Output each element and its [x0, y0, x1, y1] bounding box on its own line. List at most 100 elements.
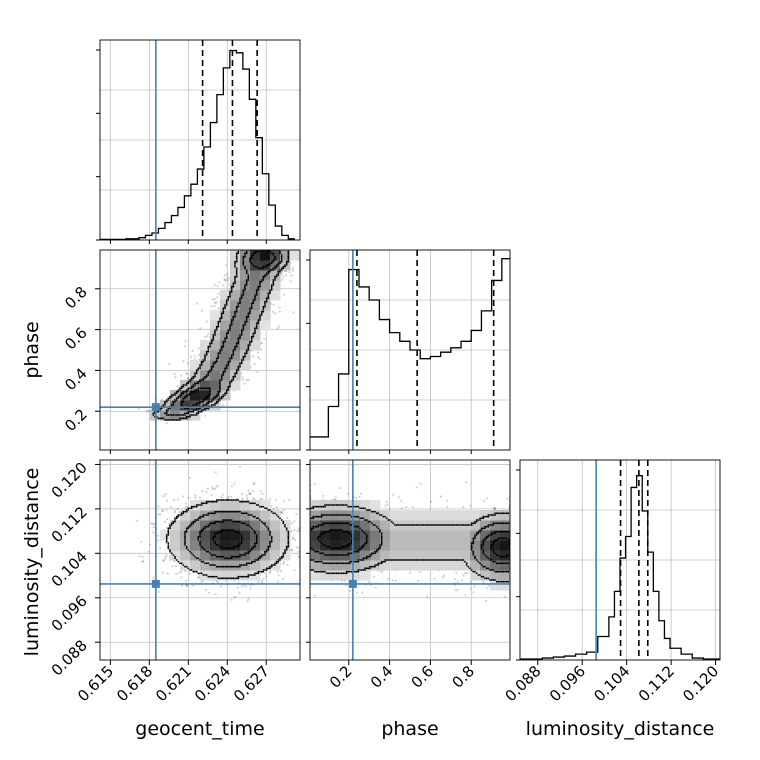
contour-point — [182, 384, 185, 386]
contour-point — [222, 345, 225, 348]
density-cell — [190, 530, 201, 541]
contour-point — [272, 279, 275, 281]
contour-point — [207, 394, 210, 396]
density-cell — [240, 500, 251, 511]
contour-point — [192, 375, 195, 378]
density-cell — [280, 530, 291, 541]
contour-point — [274, 275, 276, 278]
contour-point — [284, 550, 286, 553]
contour-point — [215, 329, 218, 331]
contour-point — [219, 349, 221, 351]
contour-point — [189, 569, 191, 571]
contour-point — [189, 550, 191, 553]
contour-point — [265, 272, 268, 275]
contour-point — [184, 395, 186, 398]
sample-point — [165, 542, 168, 545]
contour-point — [199, 379, 201, 381]
panel-frame — [99, 249, 301, 451]
sample-point — [293, 520, 296, 523]
x-axis-title-geocent-time: geocent_time — [135, 718, 264, 740]
sample-point — [223, 278, 226, 281]
contour-point — [254, 515, 256, 518]
contour-point — [265, 507, 268, 510]
sample-point — [291, 266, 294, 269]
contour-point — [259, 315, 261, 318]
sample-point — [305, 509, 307, 511]
contour-point — [254, 295, 256, 298]
contour-point — [225, 499, 228, 501]
contour-point — [235, 372, 238, 375]
contour-point — [205, 352, 208, 355]
contour-point — [262, 310, 265, 313]
contour-point — [179, 414, 181, 416]
contour-point — [174, 557, 176, 560]
contour-point — [184, 414, 186, 416]
contour-point — [187, 415, 190, 418]
sample-point — [285, 516, 289, 519]
contour-point — [174, 519, 176, 521]
contour-point — [152, 412, 155, 415]
density-cell — [240, 530, 251, 541]
contour-point — [199, 535, 201, 538]
sample-point — [157, 513, 160, 516]
contour-point — [197, 539, 200, 541]
contour-point — [195, 505, 198, 508]
contour-point — [255, 517, 258, 520]
density-cell — [240, 270, 251, 281]
density-cell — [200, 540, 211, 551]
contour-point — [267, 547, 270, 550]
contour-point — [222, 344, 225, 346]
contour-point — [202, 574, 205, 576]
contour-point — [205, 350, 208, 353]
x-axis-title-phase: phase — [381, 718, 438, 740]
sample-point — [224, 279, 227, 282]
density-cell — [230, 250, 241, 261]
contour-point — [172, 404, 175, 406]
density-cell — [200, 550, 211, 561]
contour-point — [255, 265, 258, 268]
contour-point — [260, 279, 263, 281]
density-cell — [250, 260, 261, 271]
contour-point — [254, 329, 256, 331]
contour-point — [277, 515, 280, 518]
sample-point — [241, 376, 244, 379]
sample-point — [135, 519, 138, 522]
density-cell — [270, 260, 281, 271]
contour-point — [229, 327, 231, 330]
contour-point — [195, 414, 198, 416]
contour-point — [164, 402, 166, 405]
sample-point — [138, 554, 141, 558]
contour-point — [199, 380, 201, 383]
sample-point — [246, 599, 249, 602]
density-cell — [260, 260, 271, 271]
sample-point — [240, 585, 243, 588]
density-cell — [190, 550, 201, 561]
contour-point — [197, 382, 200, 385]
contour-point — [232, 317, 235, 320]
density-cell — [180, 390, 191, 401]
contour-point — [209, 345, 211, 348]
contour-point — [214, 564, 216, 566]
contour-point — [250, 337, 253, 340]
contour-point — [209, 522, 211, 525]
contour-point — [225, 565, 228, 568]
contour-point — [237, 342, 240, 345]
contour-point — [164, 404, 166, 406]
density-cell — [230, 330, 241, 341]
sample-point — [262, 577, 265, 580]
density-cell — [220, 360, 231, 371]
contour-point — [225, 367, 228, 370]
sample-point — [256, 371, 259, 374]
density-cell — [170, 530, 181, 541]
contour-point — [189, 507, 191, 510]
sample-point — [274, 499, 277, 502]
contour-point — [245, 350, 248, 353]
contour-point — [232, 499, 235, 501]
contour-point — [210, 404, 213, 406]
contour-point — [212, 334, 215, 336]
density-cell — [220, 350, 231, 361]
contour-point — [242, 260, 245, 263]
contour-point — [217, 510, 220, 513]
sample-point — [288, 499, 291, 502]
contour-point — [204, 404, 206, 406]
